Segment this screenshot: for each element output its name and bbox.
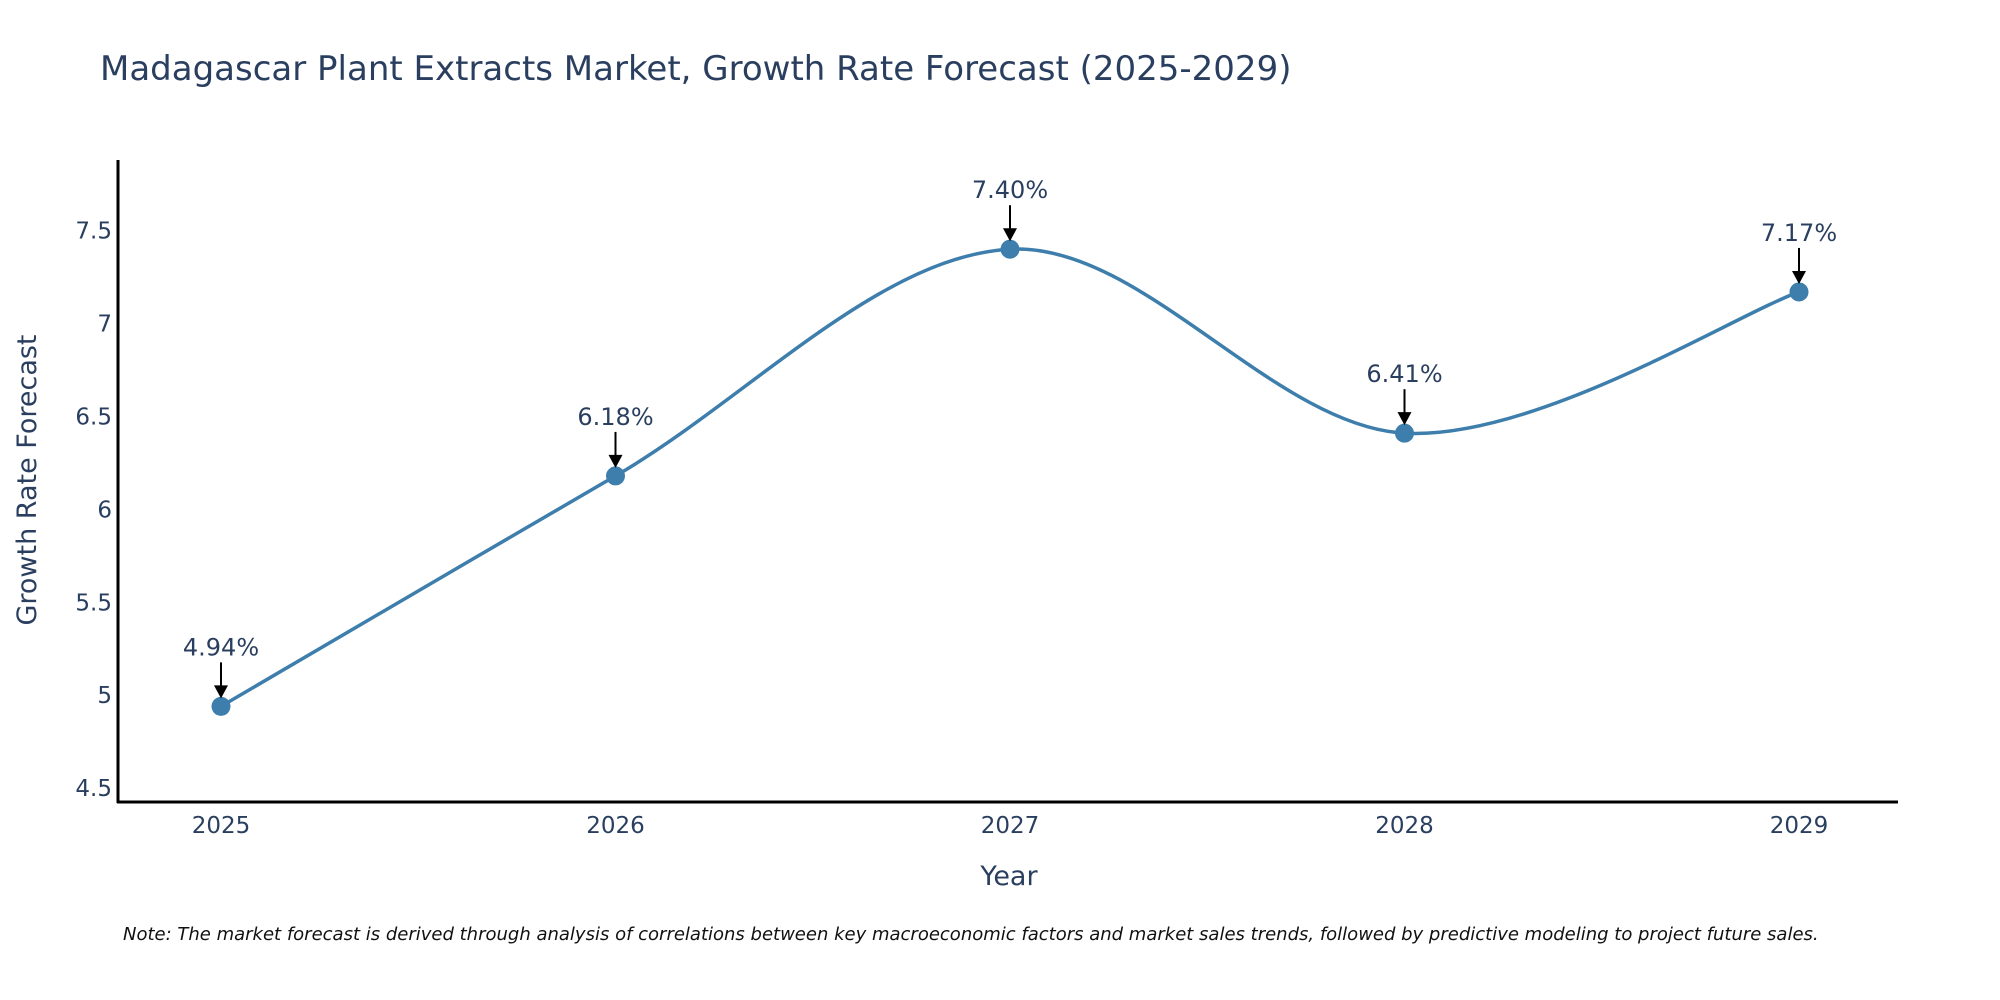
data-point [606, 466, 625, 486]
data-label: 6.41% [1366, 360, 1442, 388]
x-tick-label: 2027 [981, 813, 1040, 839]
series-line [219, 247, 1801, 709]
y-tick-label: 4.5 [75, 776, 112, 802]
data-point [1789, 282, 1809, 302]
data-labels: 4.94% 6.18% 7.40% 6.41% 7.17% [183, 176, 1837, 699]
y-tick-label: 6.5 [75, 404, 112, 430]
x-axis-title: Year [979, 861, 1038, 892]
y-axis-ticks: 4.5 5 5.5 6 6.5 7 7.5 [75, 219, 112, 803]
annotation-arrowhead [1003, 228, 1017, 242]
data-label: 6.18% [577, 403, 653, 431]
data-point [1395, 423, 1414, 443]
data-point [1000, 239, 1020, 259]
series-points [211, 239, 1809, 716]
x-tick-label: 2029 [1770, 813, 1829, 839]
y-tick-label: 6 [97, 497, 112, 523]
annotation-arrowhead [214, 685, 228, 699]
x-tick-label: 2025 [192, 813, 251, 839]
x-axis-ticks: 2025 2026 2027 2028 2029 [192, 813, 1829, 839]
footnote: Note: The market forecast is derived thr… [123, 924, 1819, 945]
x-tick-label: 2028 [1375, 813, 1434, 839]
data-label: 7.17% [1761, 219, 1837, 247]
annotation-arrowhead [1792, 270, 1806, 284]
data-label: 7.40% [972, 176, 1048, 204]
y-tick-label: 5 [97, 683, 112, 709]
data-label: 4.94% [183, 633, 259, 661]
x-tick-label: 2026 [586, 813, 645, 839]
data-point [211, 696, 231, 716]
y-tick-label: 7 [97, 312, 112, 338]
y-tick-label: 7.5 [75, 219, 112, 245]
y-axis-title: Growth Rate Forecast [12, 334, 43, 625]
annotation-arrowhead [1397, 412, 1412, 426]
y-tick-label: 5.5 [75, 590, 112, 616]
annotation-arrowhead [608, 454, 623, 468]
chart-title: Madagascar Plant Extracts Market, Growth… [100, 49, 1291, 89]
